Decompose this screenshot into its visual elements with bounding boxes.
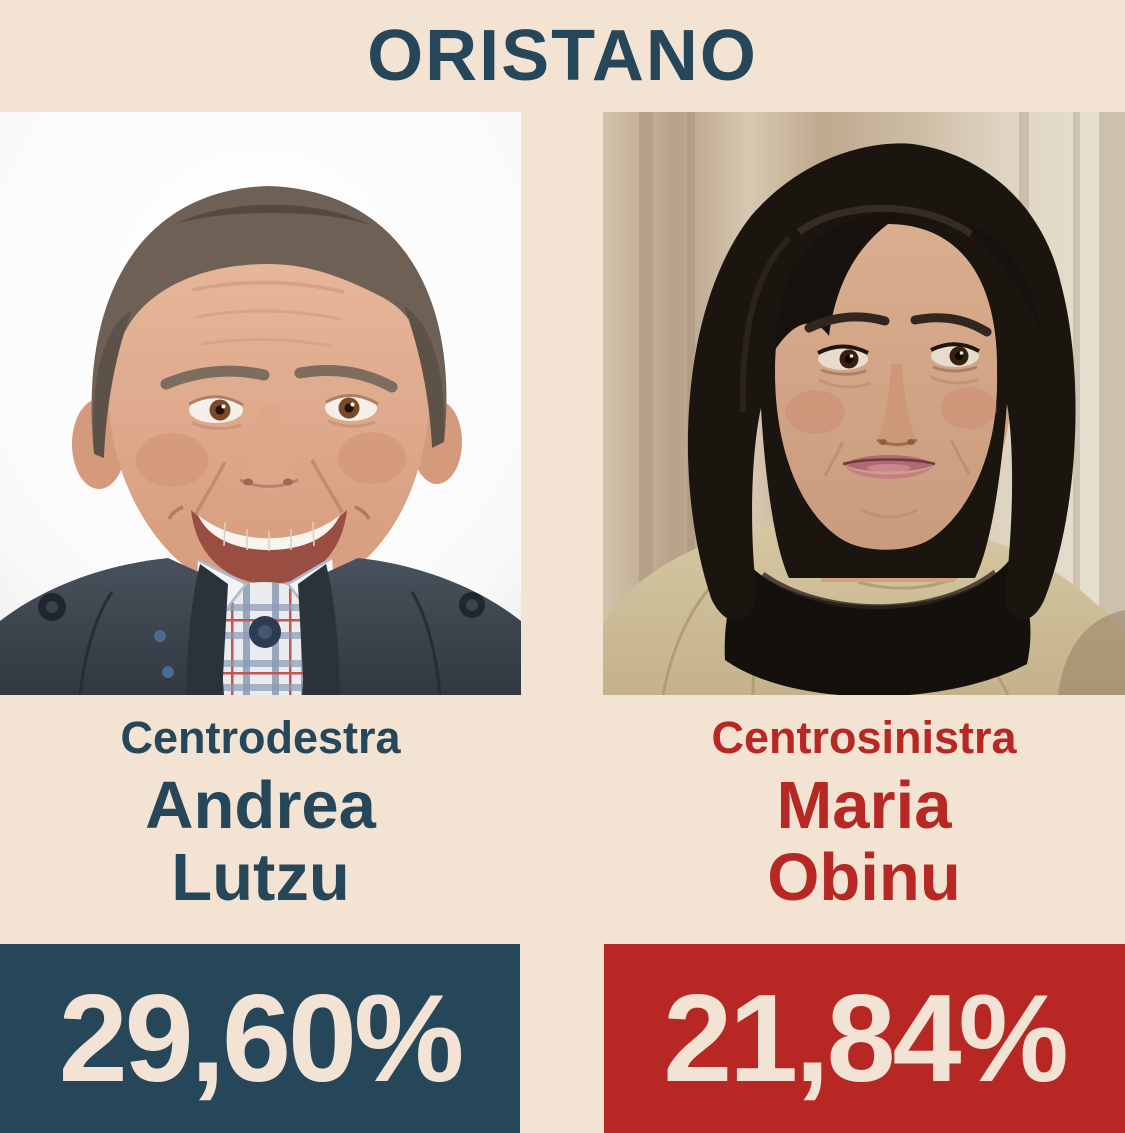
percent-value-left: 29,60% [58, 969, 465, 1108]
maria-obinu-portrait-illustration [603, 112, 1125, 695]
percent-box-left: 29,60% [0, 944, 520, 1133]
coalition-label-left: Centrodestra [120, 712, 401, 763]
maria-obinu-photo [603, 112, 1125, 695]
candidate-last-name-left: Lutzu [171, 840, 350, 915]
coalition-label-right: Centrosinistra [711, 712, 1017, 763]
candidate-first-name-right: Maria [776, 768, 952, 843]
andrea-lutzu-photo [0, 112, 521, 695]
percent-value-right: 21,84% [663, 969, 1069, 1108]
page-title: ORISTANO [367, 16, 758, 96]
percent-box-right: 21,84% [604, 944, 1125, 1133]
andrea-lutzu-portrait-illustration [0, 112, 521, 695]
candidate-first-name-left: Andrea [145, 768, 376, 843]
candidate-last-name-right: Obinu [767, 840, 961, 915]
